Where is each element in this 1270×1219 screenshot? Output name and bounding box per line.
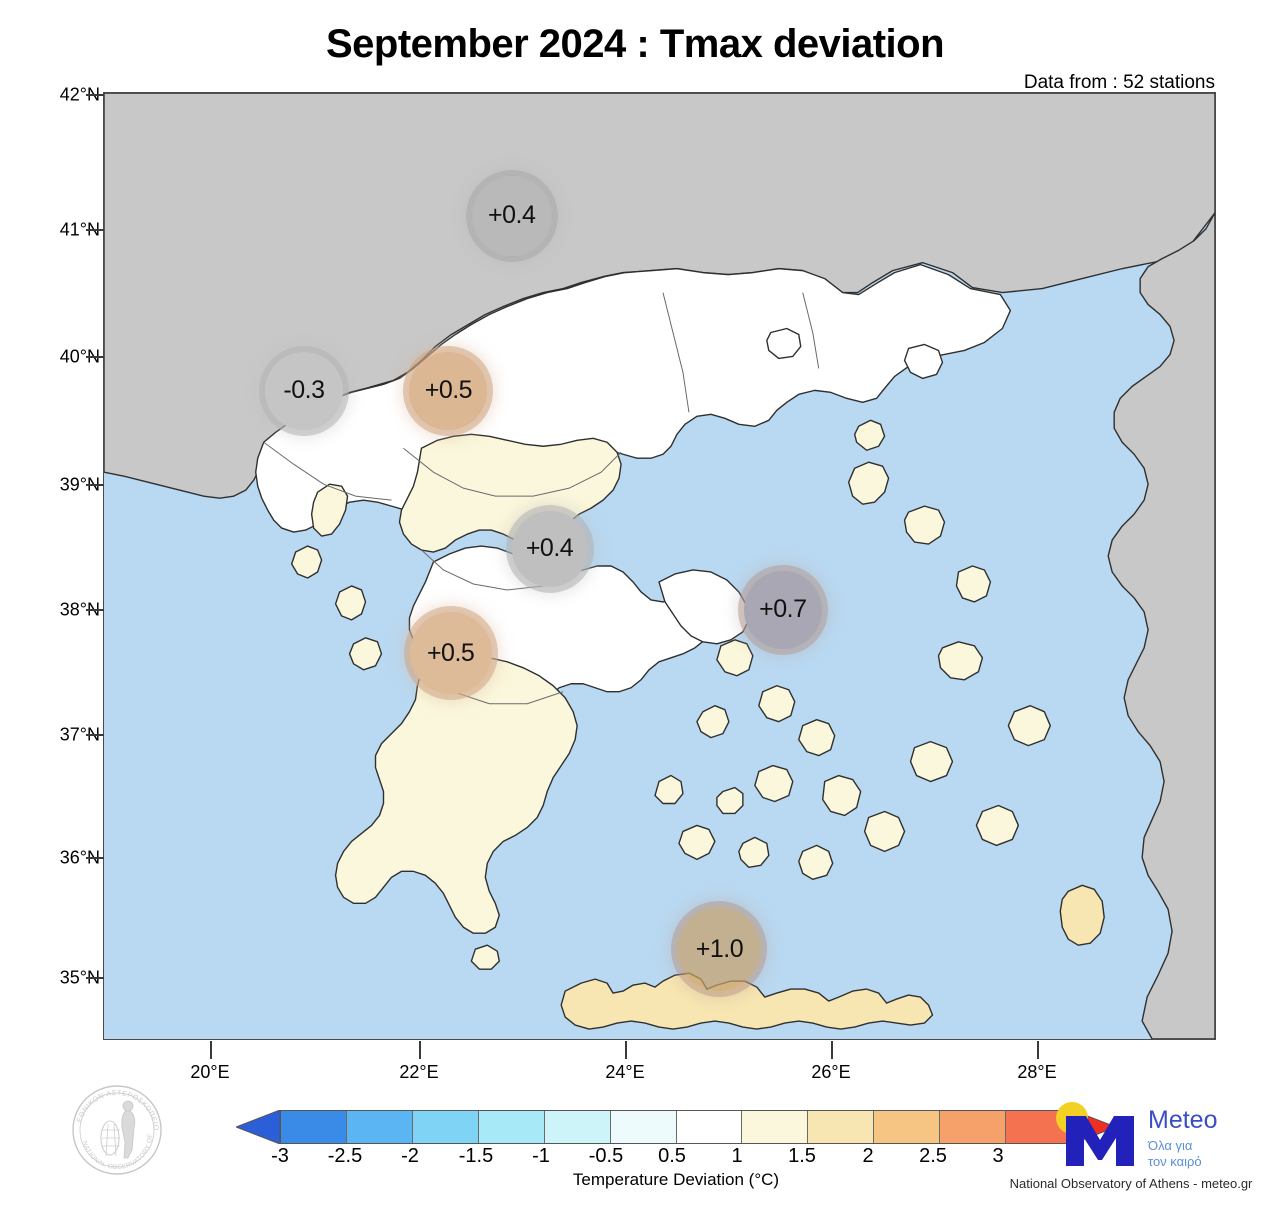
colorbar-axis-label: Temperature Deviation (°C)	[572, 1170, 780, 1189]
colorbar-segments	[280, 1110, 1072, 1144]
greece-band-warm	[560, 884, 1105, 1030]
station-value: +0.4	[488, 201, 536, 230]
lat-tick-label: 38°N	[59, 599, 100, 620]
colorbar-segment	[544, 1111, 611, 1143]
noa-seal-logo: ΕΘΝΙΚΟΝ ΑΣΤΕΡΟΣΚΟΠΕΙΟΝ ΑΘΗΝΩΝ NATIONAL O…	[62, 1080, 162, 1175]
lat-tick-label: 41°N	[59, 219, 100, 240]
colorbar-cap-low-icon	[236, 1110, 280, 1144]
lon-tick-label: 22°E	[399, 1062, 439, 1082]
foreign-landmasses	[104, 93, 1215, 1039]
lat-tick-mark	[86, 94, 104, 96]
lon-tick-label: 20°E	[190, 1062, 230, 1082]
lat-tick-mark	[86, 609, 104, 611]
colorbar-tick: 3	[992, 1145, 1004, 1167]
colorbar-segment	[742, 1111, 809, 1143]
lon-tick-label: 28°E	[1017, 1062, 1057, 1082]
station-bubble[interactable]: -0.3	[264, 351, 343, 430]
lat-tick-label: 42°N	[59, 84, 100, 105]
colorbar-segment	[346, 1111, 413, 1143]
station-bubble[interactable]: +0.5	[409, 612, 492, 695]
lat-tick-mark	[86, 734, 104, 736]
page-title: September 2024 : Tmax deviation	[325, 22, 945, 66]
colorbar-tick: 1	[731, 1145, 743, 1167]
colorbar-tick: -1.5	[458, 1145, 494, 1167]
lon-tick-mark	[831, 1041, 833, 1059]
station-bubble[interactable]: +0.4	[471, 175, 552, 256]
station-bubble[interactable]: +0.4	[511, 510, 588, 587]
colorbar-segment	[478, 1111, 545, 1143]
colorbar-segment	[610, 1111, 677, 1143]
svg-text:τον καιρό: τον καιρό	[1148, 1154, 1202, 1169]
colorbar-tick: 2.5	[919, 1145, 947, 1167]
lon-tick-mark	[1037, 1041, 1039, 1059]
svg-text:ΕΘΝΙΚΟΝ ΑΣΤΕΡΟΣΚΟΠΕΙΟΝ ΑΘΗΝΩΝ: ΕΘΝΙΚΟΝ ΑΣΤΕΡΟΣΚΟΠΕΙΟΝ ΑΘΗΝΩΝ	[62, 1080, 159, 1131]
svg-text:Όλα για: Όλα για	[1147, 1138, 1193, 1153]
meteo-m-icon	[1066, 1116, 1134, 1166]
station-value: +0.5	[424, 376, 473, 405]
station-value: -0.3	[283, 376, 325, 405]
colorbar-tick: -2	[401, 1145, 419, 1167]
colorbar-tick: -2.5	[327, 1145, 363, 1167]
lon-tick-label: 26°E	[811, 1062, 851, 1082]
lat-tick-label: 36°N	[59, 847, 100, 868]
colorbar-tick: 2	[862, 1145, 874, 1167]
station-value: +0.4	[525, 534, 574, 563]
colorbar-tick: -3	[271, 1145, 289, 1167]
station-value: +0.5	[426, 638, 475, 667]
colorbar-segment	[808, 1111, 875, 1143]
lat-tick-label: 37°N	[59, 724, 100, 745]
map-vector-layer: .cb{stroke:#2f2f2f;stroke-width:1.4;stro…	[104, 93, 1215, 1039]
station-bubble[interactable]: +0.5	[409, 351, 488, 430]
meteo-logo: Meteo Όλα για τον καιρό	[1056, 1102, 1217, 1169]
lat-tick-label: 40°N	[59, 346, 100, 367]
lat-tick-mark	[86, 857, 104, 859]
station-value: +0.7	[759, 595, 807, 624]
lon-tick-mark	[625, 1041, 627, 1059]
colorbar-tick: 1.5	[788, 1145, 816, 1167]
station-bubble[interactable]: +0.7	[743, 570, 822, 649]
colorbar-tick: -0.5	[588, 1145, 624, 1167]
station-value: +1.0	[695, 934, 744, 963]
lon-tick-label: 24°E	[605, 1062, 645, 1082]
station-count-note: Data from : 52 stations	[1023, 72, 1215, 93]
lat-tick-mark	[86, 356, 104, 358]
lon-tick-mark	[419, 1041, 421, 1059]
colorbar-segment	[676, 1111, 743, 1143]
map-canvas[interactable]: .cb{stroke:#2f2f2f;stroke-width:1.4;stro…	[103, 92, 1216, 1040]
colorbar	[236, 1110, 1116, 1144]
lat-tick-mark	[86, 977, 104, 979]
station-bubble[interactable]: +1.0	[677, 907, 762, 992]
lat-tick-mark	[86, 484, 104, 486]
aegean-islands	[290, 419, 1051, 881]
colorbar-segment	[281, 1111, 347, 1143]
svg-text:Meteo: Meteo	[1148, 1106, 1217, 1134]
colorbar-segment	[412, 1111, 479, 1143]
colorbar-tick: -1	[532, 1145, 550, 1167]
colorbar-segment	[874, 1111, 941, 1143]
lat-tick-label: 39°N	[59, 474, 100, 495]
lon-tick-mark	[210, 1041, 212, 1059]
lat-tick-mark	[86, 229, 104, 231]
colorbar-segment	[940, 1111, 1007, 1143]
colorbar-tick-labels: -3 -2.5 -2 -1.5 -1 -0.5 0.5 1 1.5 2 2.5 …	[236, 1145, 1116, 1171]
colorbar-tick: 0.5	[658, 1145, 686, 1167]
noa-credit-text: National Observatory of Athens - meteo.g…	[1009, 1176, 1253, 1191]
lat-tick-label: 35°N	[59, 967, 100, 988]
